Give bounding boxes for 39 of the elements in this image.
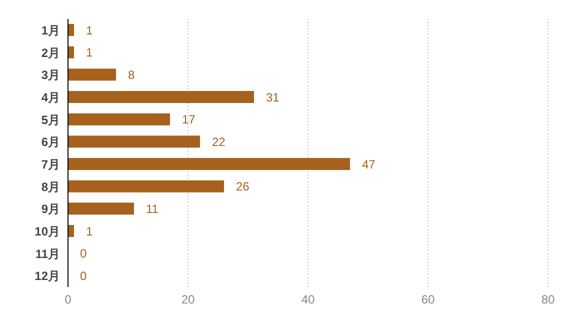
y-tick-label: 11月 xyxy=(35,246,60,261)
y-tick-label: 1月 xyxy=(41,23,60,38)
bar xyxy=(68,158,350,170)
bar xyxy=(68,46,74,58)
y-tick-label: 12月 xyxy=(34,269,60,284)
bar xyxy=(68,225,74,237)
y-tick-label: 5月 xyxy=(41,112,60,127)
data-label: 26 xyxy=(236,180,250,194)
y-tick-label: 9月 xyxy=(41,202,60,216)
bar xyxy=(68,91,254,103)
bar xyxy=(68,202,134,215)
y-tick-label: 8月 xyxy=(41,180,60,194)
bar xyxy=(68,180,224,192)
y-tick-label: 7月 xyxy=(41,157,60,172)
data-label: 1 xyxy=(86,46,93,60)
data-label: 1 xyxy=(86,23,93,38)
x-tick-label: 60 xyxy=(421,292,435,307)
data-label: 22 xyxy=(212,135,226,150)
data-label: 47 xyxy=(362,157,376,172)
y-tick-label: 2月 xyxy=(41,46,60,60)
data-label: 0 xyxy=(80,269,87,284)
x-tick-label: 20 xyxy=(181,292,195,307)
bar xyxy=(68,68,116,81)
data-label: 1 xyxy=(86,224,93,238)
bar xyxy=(68,113,170,126)
data-label: 17 xyxy=(182,112,196,127)
y-tick-label: 10月 xyxy=(34,224,60,238)
bar xyxy=(68,136,200,148)
y-tick-label: 6月 xyxy=(41,135,60,150)
data-label: 31 xyxy=(266,90,280,104)
data-label: 8 xyxy=(128,68,135,82)
x-tick-label: 40 xyxy=(301,292,315,307)
x-tick-label: 0 xyxy=(64,292,72,307)
data-label: 0 xyxy=(80,246,87,261)
data-label: 11 xyxy=(146,202,159,216)
y-tick-label: 3月 xyxy=(41,68,60,82)
y-tick-label: 4月 xyxy=(41,90,60,104)
x-tick-label: 80 xyxy=(541,292,555,307)
bar xyxy=(68,24,74,36)
